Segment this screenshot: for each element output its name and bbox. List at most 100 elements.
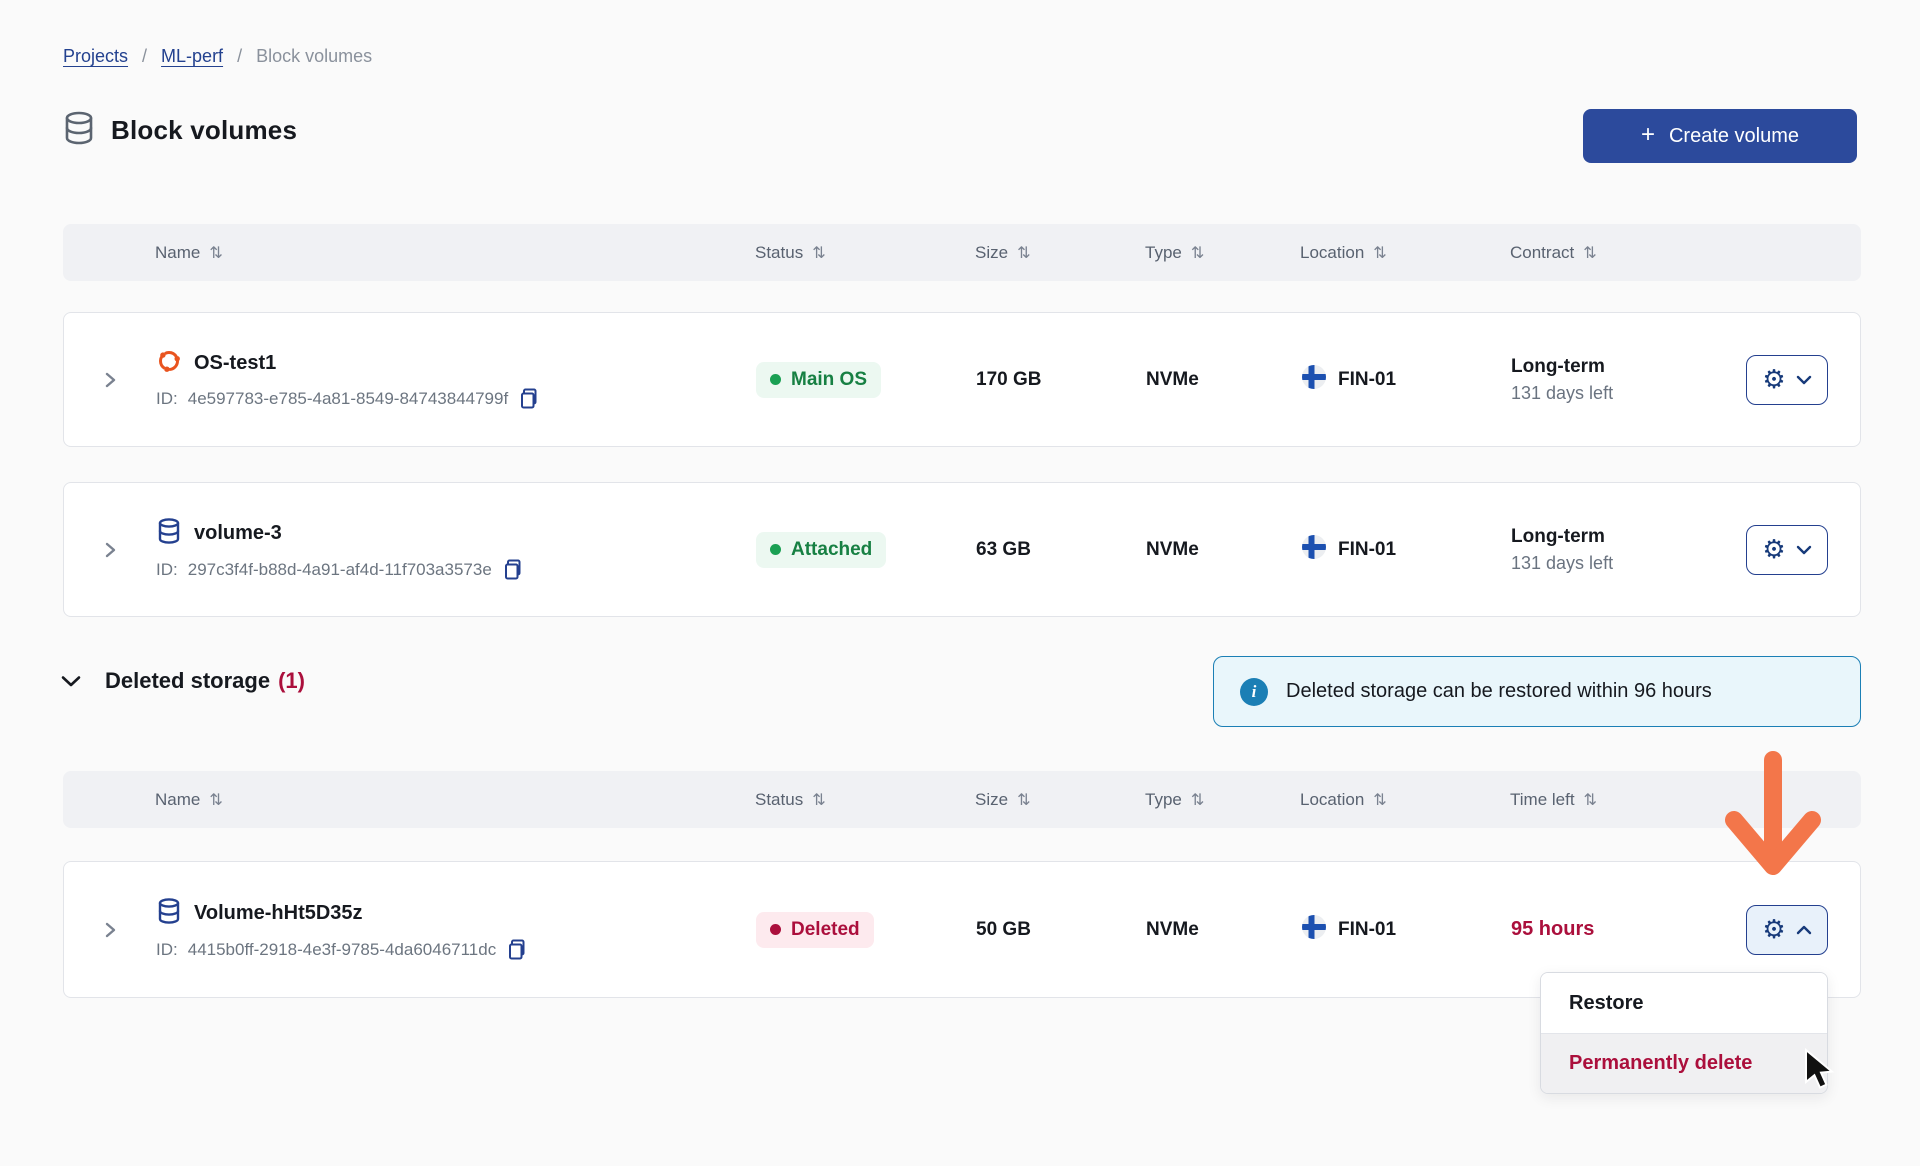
status-dot xyxy=(770,374,781,385)
column-type: Type xyxy=(1145,242,1182,262)
breadcrumb-separator: / xyxy=(237,46,243,66)
chevron-down-icon xyxy=(1796,545,1811,554)
breadcrumb: Projects / ML-perf / Block volumes xyxy=(63,46,372,67)
status-badge: Deleted xyxy=(756,911,874,948)
sort-icon[interactable]: ⇅ xyxy=(209,243,223,262)
volumes-table-header: Name ⇅ Status ⇅ Size ⇅ Type ⇅ Location ⇅ Cont… xyxy=(63,224,1861,281)
finland-flag-icon xyxy=(1301,364,1327,396)
location-value: FIN-01 xyxy=(1338,538,1397,560)
contract-days-left: 131 days left xyxy=(1511,382,1614,403)
finland-flag-icon xyxy=(1301,534,1327,566)
expand-row-button[interactable] xyxy=(64,920,156,940)
column-name: Name xyxy=(155,242,201,262)
row-actions-button[interactable]: ⚙ xyxy=(1746,354,1828,405)
chevron-down-icon xyxy=(61,675,81,686)
status-dot xyxy=(770,924,781,935)
volume-id: 4415b0ff-2918-4e3f-9785-4da6046711dc xyxy=(187,940,497,959)
block-volumes-icon xyxy=(63,110,95,151)
table-row-volume-3: volume-3 ID: 297c3f4f-b88d-4a91-af4d-11f… xyxy=(63,482,1861,617)
status-badge: Attached xyxy=(756,531,887,568)
plus-icon: + xyxy=(1640,121,1655,148)
chevron-up-icon xyxy=(1796,925,1811,934)
row-actions-button-open[interactable]: ⚙ xyxy=(1746,904,1828,955)
location-value: FIN-01 xyxy=(1338,918,1397,940)
sort-icon[interactable]: ⇅ xyxy=(812,243,826,262)
volume-name: volume-3 xyxy=(194,522,282,544)
volume-icon xyxy=(156,517,182,550)
status-badge: Main OS xyxy=(756,361,882,398)
size-value: 63 GB xyxy=(976,538,1031,560)
sort-icon[interactable]: ⇅ xyxy=(209,790,223,809)
chevron-down-icon xyxy=(1796,375,1811,384)
deleted-storage-section-header: Deleted storage (1) xyxy=(57,668,305,694)
sort-icon[interactable]: ⇅ xyxy=(1190,790,1205,809)
banner-text: Deleted storage can be restored within 9… xyxy=(1286,680,1712,702)
breadcrumb-link-ml-perf[interactable]: ML-perf xyxy=(161,46,224,66)
column-status: Status xyxy=(755,242,804,262)
breadcrumb-separator: / xyxy=(142,46,148,66)
info-icon: i xyxy=(1240,677,1268,706)
column-type: Type xyxy=(1145,789,1182,809)
volume-name: Volume-hHt5D35z xyxy=(194,902,363,924)
type-value: NVMe xyxy=(1146,918,1199,940)
contract-days-left: 131 days left xyxy=(1511,552,1614,573)
contract-value: Long-term xyxy=(1511,525,1605,547)
column-time-left: Time left xyxy=(1510,789,1575,809)
menu-item-permanently-delete[interactable]: Permanently delete xyxy=(1541,1033,1827,1093)
volume-name: OS-test1 xyxy=(194,352,277,374)
sort-icon[interactable]: ⇅ xyxy=(1373,790,1387,809)
section-count-badge: (1) xyxy=(278,668,305,693)
column-size: Size xyxy=(975,789,1009,809)
volume-icon xyxy=(156,897,182,930)
breadcrumb-current: Block volumes xyxy=(256,46,373,66)
sort-icon[interactable]: ⇅ xyxy=(1373,243,1387,262)
volume-id-label: ID: xyxy=(156,940,178,959)
column-location: Location xyxy=(1300,789,1365,809)
volume-id-label: ID: xyxy=(156,560,178,579)
copy-id-button[interactable] xyxy=(518,387,540,411)
size-value: 50 GB xyxy=(976,918,1031,940)
page-title: Block volumes xyxy=(111,115,298,145)
gear-icon: ⚙ xyxy=(1762,914,1786,945)
table-row-os-test1: OS-test1 ID: 4e597783-e785-4a81-8549-847… xyxy=(63,312,1861,447)
volume-id: 297c3f4f-b88d-4a91-af4d-11f703a3573e xyxy=(187,560,492,579)
row-actions-button[interactable]: ⚙ xyxy=(1746,524,1828,575)
gear-icon: ⚙ xyxy=(1762,364,1786,395)
sort-icon[interactable]: ⇅ xyxy=(812,790,826,809)
copy-id-button[interactable] xyxy=(502,558,524,582)
sort-icon[interactable]: ⇅ xyxy=(1190,243,1205,262)
create-volume-button[interactable]: + Create volume xyxy=(1583,109,1857,163)
location-value: FIN-01 xyxy=(1338,368,1397,390)
deleted-table-header: Name ⇅ Status ⇅ Size ⇅ Type ⇅ Location ⇅ Time… xyxy=(63,771,1861,828)
size-value: 170 GB xyxy=(976,368,1042,390)
breadcrumb-link-projects[interactable]: Projects xyxy=(63,46,129,66)
row-actions-menu: Restore Permanently delete xyxy=(1540,972,1828,1094)
column-contract: Contract xyxy=(1510,242,1575,262)
copy-id-button[interactable] xyxy=(506,938,528,962)
sort-icon[interactable]: ⇅ xyxy=(1583,790,1597,809)
collapse-section-button[interactable] xyxy=(57,671,85,692)
column-location: Location xyxy=(1300,242,1365,262)
expand-row-button[interactable] xyxy=(64,370,156,390)
sort-icon[interactable]: ⇅ xyxy=(1017,243,1031,262)
column-size: Size xyxy=(975,242,1009,262)
type-value: NVMe xyxy=(1146,538,1199,560)
expand-row-button[interactable] xyxy=(64,540,156,560)
sort-icon[interactable]: ⇅ xyxy=(1017,790,1031,809)
menu-item-restore[interactable]: Restore xyxy=(1541,973,1827,1033)
create-volume-label: Create volume xyxy=(1668,124,1800,147)
type-value: NVMe xyxy=(1146,368,1199,390)
section-title: Deleted storage xyxy=(105,668,271,693)
finland-flag-icon xyxy=(1301,914,1327,946)
ubuntu-icon xyxy=(156,348,182,379)
column-name: Name xyxy=(155,789,201,809)
sort-icon[interactable]: ⇅ xyxy=(1583,243,1597,262)
column-status: Status xyxy=(755,789,804,809)
page-header: Block volumes xyxy=(63,110,297,151)
status-dot xyxy=(770,544,781,555)
gear-icon: ⚙ xyxy=(1762,534,1786,565)
volume-id: 4e597783-e785-4a81-8549-84743844799f xyxy=(187,389,509,408)
volume-id-label: ID: xyxy=(156,389,178,408)
restore-info-banner: i Deleted storage can be restored within… xyxy=(1213,656,1861,727)
time-left-value: 95 hours xyxy=(1511,918,1595,940)
